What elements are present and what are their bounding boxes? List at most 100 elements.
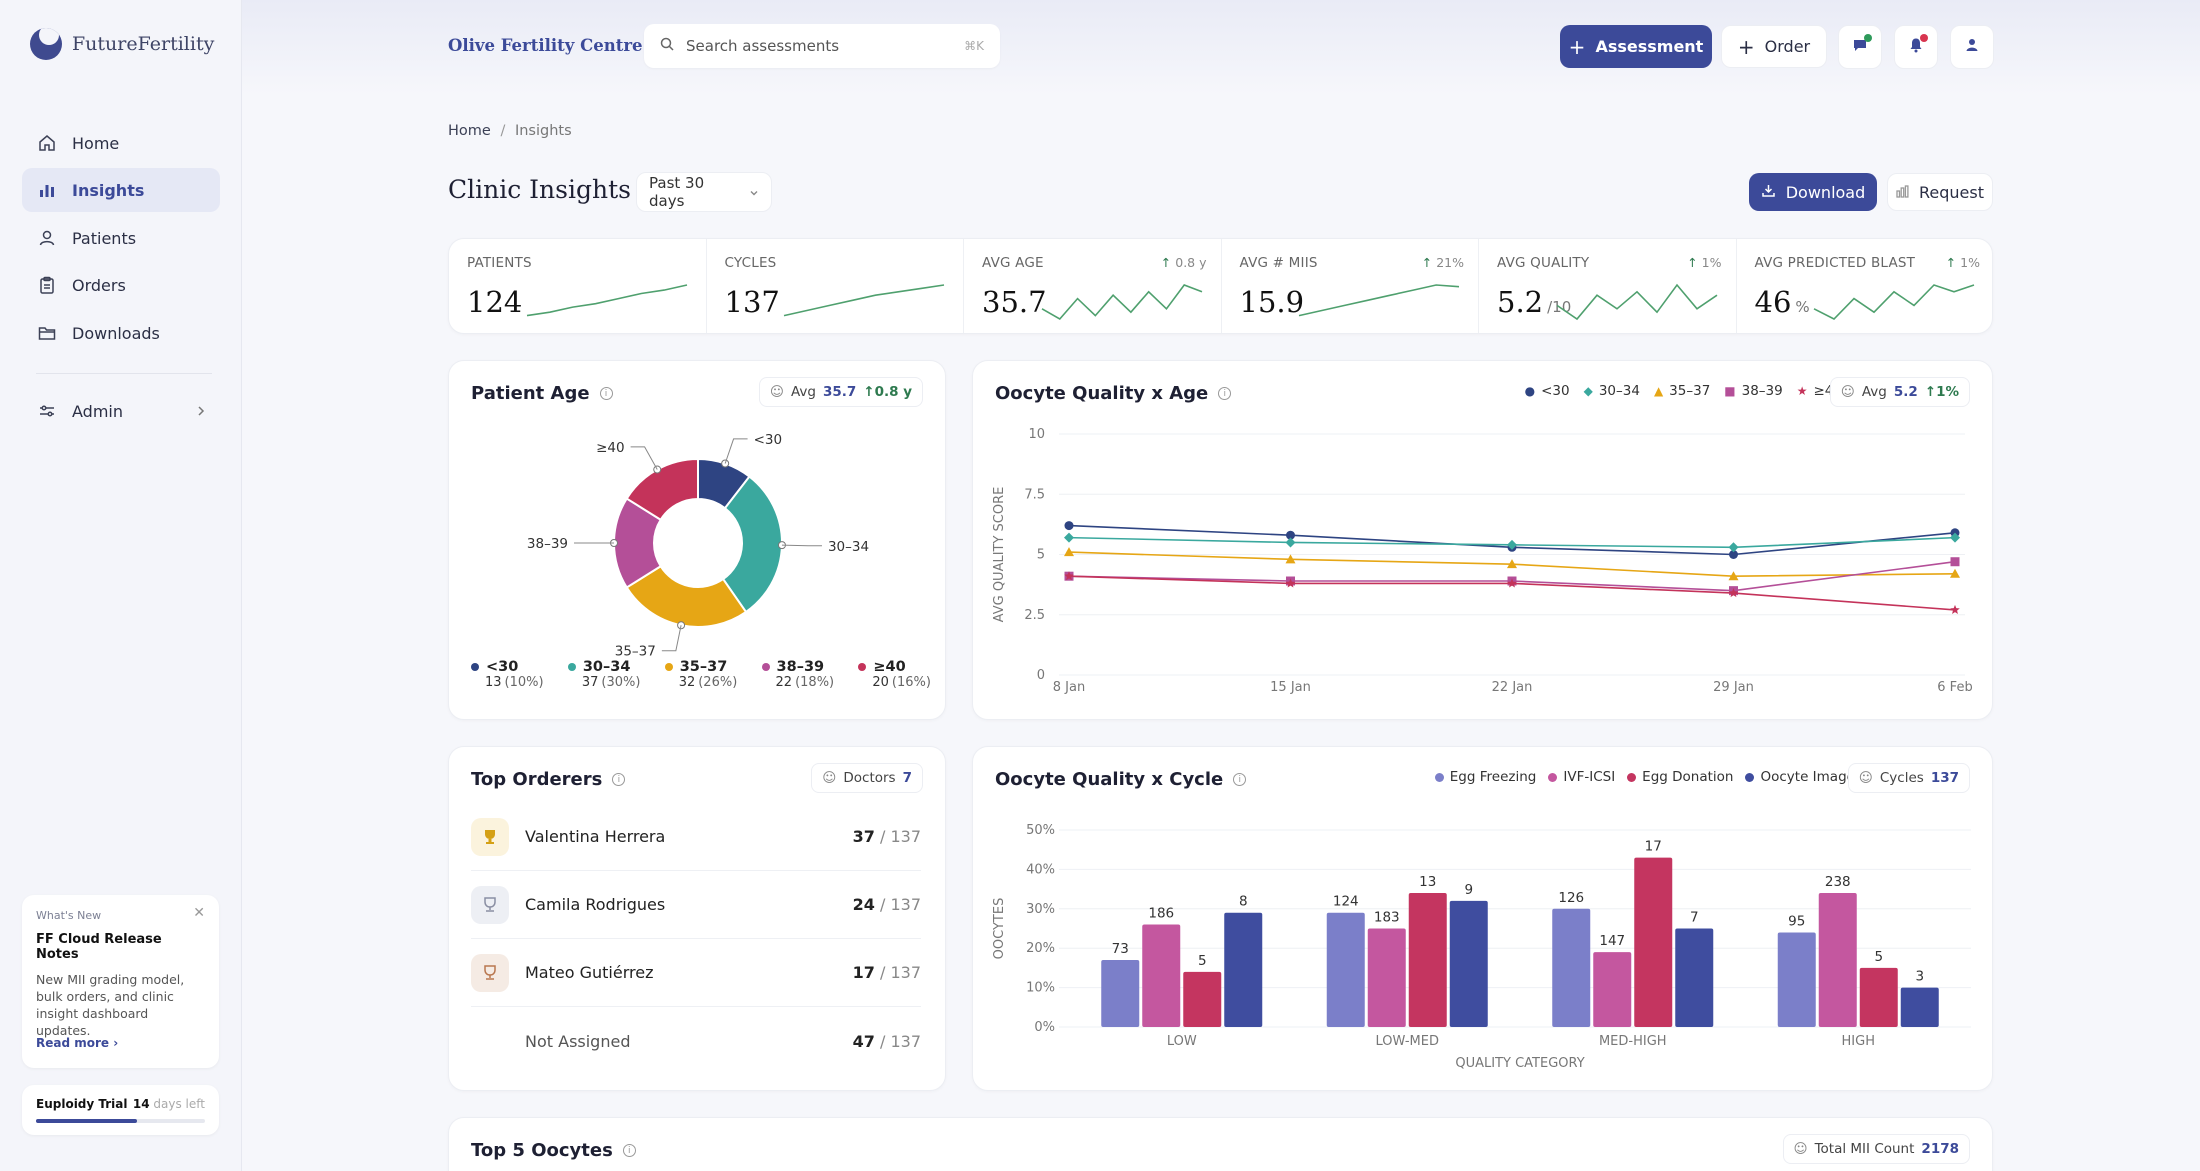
orderer-row[interactable]: Mateo Gutiérrez 17 / 137	[471, 939, 921, 1007]
breadcrumb: Home / Insights	[448, 123, 572, 139]
kpi-delta-text: 1%	[1701, 255, 1722, 270]
orderer-row[interactable]: Valentina Herrera 37 / 137	[471, 803, 921, 871]
patient-age-legend: <30 13 (10%) 30–34 37 (30%) 35–37 32 (26%) 38–39 2…	[471, 659, 931, 690]
legend-pct: (18%)	[795, 675, 835, 690]
info-icon[interactable]: i	[599, 387, 613, 400]
legend-item: ▲ 35–37	[1654, 383, 1710, 399]
sparkline-line	[1813, 284, 1975, 320]
clinic-name[interactable]: Olive Fertility Centre	[448, 36, 643, 55]
sidebar-item-downloads[interactable]: Downloads	[22, 311, 220, 355]
sidebar-item-admin[interactable]: Admin	[22, 389, 220, 433]
oq-age-line-chart: 0 2.5 5 7.5 10 8 Jan 15 Jan 22 Jan 29 Jan 6 Feb AV…	[992, 427, 1973, 695]
logo-mark-icon	[30, 28, 62, 60]
orderer-row[interactable]: Not Assigned 47 / 137	[471, 1007, 921, 1075]
orderer-count: 24 / 137	[853, 895, 921, 914]
patient-age-card: Patient Age i ☺ Avg 35.7 ↑0.8 y <30 30–34 3…	[448, 360, 946, 720]
data-point	[1064, 571, 1074, 581]
bar-value-label: 186	[1148, 906, 1174, 922]
legend-dot	[664, 663, 673, 671]
info-icon[interactable]: i	[612, 773, 626, 786]
card-title: Top 5 Oocytes i	[471, 1140, 636, 1161]
bar-chart-icon	[38, 181, 56, 199]
sidebar-item-insights[interactable]: Insights	[22, 168, 220, 212]
legend-label: 38–39	[1741, 383, 1783, 399]
donut-leader-line	[661, 625, 682, 652]
kpi-tile: AVG # MIIS 15.9 ↑ 21%	[1222, 239, 1479, 333]
kpi-tile: AVG AGE 35.7 ↑ 0.8 y	[964, 239, 1222, 333]
close-icon[interactable]: ✕	[193, 905, 205, 921]
info-icon[interactable]: i	[1233, 773, 1247, 786]
notifications-button[interactable]	[1894, 25, 1938, 69]
news-body: New MII grading model, bulk orders, and …	[36, 972, 185, 1038]
trophy-silver-icon	[471, 885, 509, 924]
bar-value-label: 183	[1374, 910, 1400, 926]
breadcrumb-home[interactable]: Home	[448, 123, 491, 139]
account-button[interactable]	[1950, 25, 1994, 69]
kpi-label: PATIENTS	[467, 255, 532, 271]
sidebar-item-label: Home	[72, 133, 120, 153]
empty-badge	[471, 1022, 509, 1060]
new-assessment-button[interactable]: + Assessment	[1560, 25, 1712, 68]
y-tick-label: 20%	[1026, 941, 1055, 956]
download-icon	[1761, 183, 1776, 202]
y-tick-label: 10%	[1026, 981, 1055, 996]
x-tick-label: 8 Jan	[1053, 680, 1085, 695]
kpi-delta-text: 0.8 y	[1175, 255, 1207, 270]
legend-dot	[858, 663, 867, 671]
search-input[interactable]: Search assessments ⌘K	[644, 24, 1000, 68]
trial-card[interactable]: Euploidy Trial 14 days left	[22, 1085, 219, 1135]
notification-badge	[1920, 34, 1928, 42]
period-select[interactable]: Past 30 days	[636, 172, 772, 212]
sidebar-item-orders[interactable]: Orders	[22, 263, 220, 307]
top-orderers-card: Top Orderers i ☺ Doctors 7 Valentina Herr…	[448, 746, 946, 1091]
bar	[1593, 952, 1632, 1027]
donut-slice	[625, 457, 699, 522]
sidebar-item-label: Insights	[72, 180, 145, 200]
kpi-label: AVG # MIIS	[1239, 255, 1318, 271]
pill-label: Avg	[1861, 384, 1887, 400]
legend-label: 35–37	[1669, 383, 1711, 399]
kpi-delta-text: 1%	[1960, 255, 1980, 270]
kpi-value-number: 15.9	[1239, 285, 1305, 319]
chat-button[interactable]	[1838, 25, 1882, 69]
request-button[interactable]: Request	[1887, 173, 1993, 211]
orderer-row[interactable]: Camila Rodrigues 24 / 137	[471, 871, 921, 939]
pill-delta-text: 1%	[1936, 384, 1959, 400]
x-tick-label: 29 Jan	[1713, 680, 1754, 695]
bar	[1900, 987, 1939, 1027]
download-button[interactable]: Download	[1749, 173, 1877, 211]
kpi-delta: ↑ 1%	[1946, 255, 1980, 270]
legend-item: Egg Donation	[1627, 769, 1733, 785]
legend-dot	[1745, 772, 1755, 782]
legend-top: 35–37	[664, 659, 738, 675]
legend-item: 38–39 22 (18%)	[761, 659, 835, 690]
orderers-title: Top Orderers	[471, 769, 603, 790]
x-tick-label: MED-HIGH	[1599, 1034, 1667, 1049]
legend-marker-icon: ▲	[1653, 384, 1664, 398]
info-icon[interactable]: i	[622, 1144, 636, 1157]
y-tick-label: 0%	[1034, 1020, 1055, 1035]
data-point	[1064, 521, 1074, 531]
sidebar-item-label: Orders	[72, 275, 126, 295]
pill-delta-text: 0.8 y	[874, 384, 912, 400]
sidebar-item-home[interactable]: Home	[22, 121, 220, 165]
avatar-icon	[1964, 37, 1980, 57]
data-point	[1064, 532, 1074, 543]
info-icon[interactable]: i	[1218, 387, 1232, 400]
sidebar-item-patients[interactable]: Patients	[22, 216, 220, 260]
data-point	[1507, 559, 1517, 569]
news-kicker: What's New	[36, 909, 102, 922]
kpi-value-number: 137	[724, 285, 780, 319]
bar	[1449, 900, 1488, 1027]
sidebar-item-label: Admin	[72, 401, 123, 421]
pill-value: 35.7	[822, 384, 857, 400]
bar-value-label: 124	[1333, 894, 1359, 910]
card-title: Patient Age i	[471, 383, 613, 404]
oq-age-title: Oocyte Quality x Age	[995, 383, 1209, 404]
new-order-button[interactable]: + Order	[1721, 25, 1827, 68]
smiley-icon: ☺	[769, 384, 784, 400]
top5-title: Top 5 Oocytes	[471, 1140, 613, 1161]
read-more-link[interactable]: Read more ›	[36, 1036, 119, 1050]
logo[interactable]: FutureFertility	[30, 28, 214, 60]
card-title: Oocyte Quality x Age i	[995, 383, 1232, 404]
